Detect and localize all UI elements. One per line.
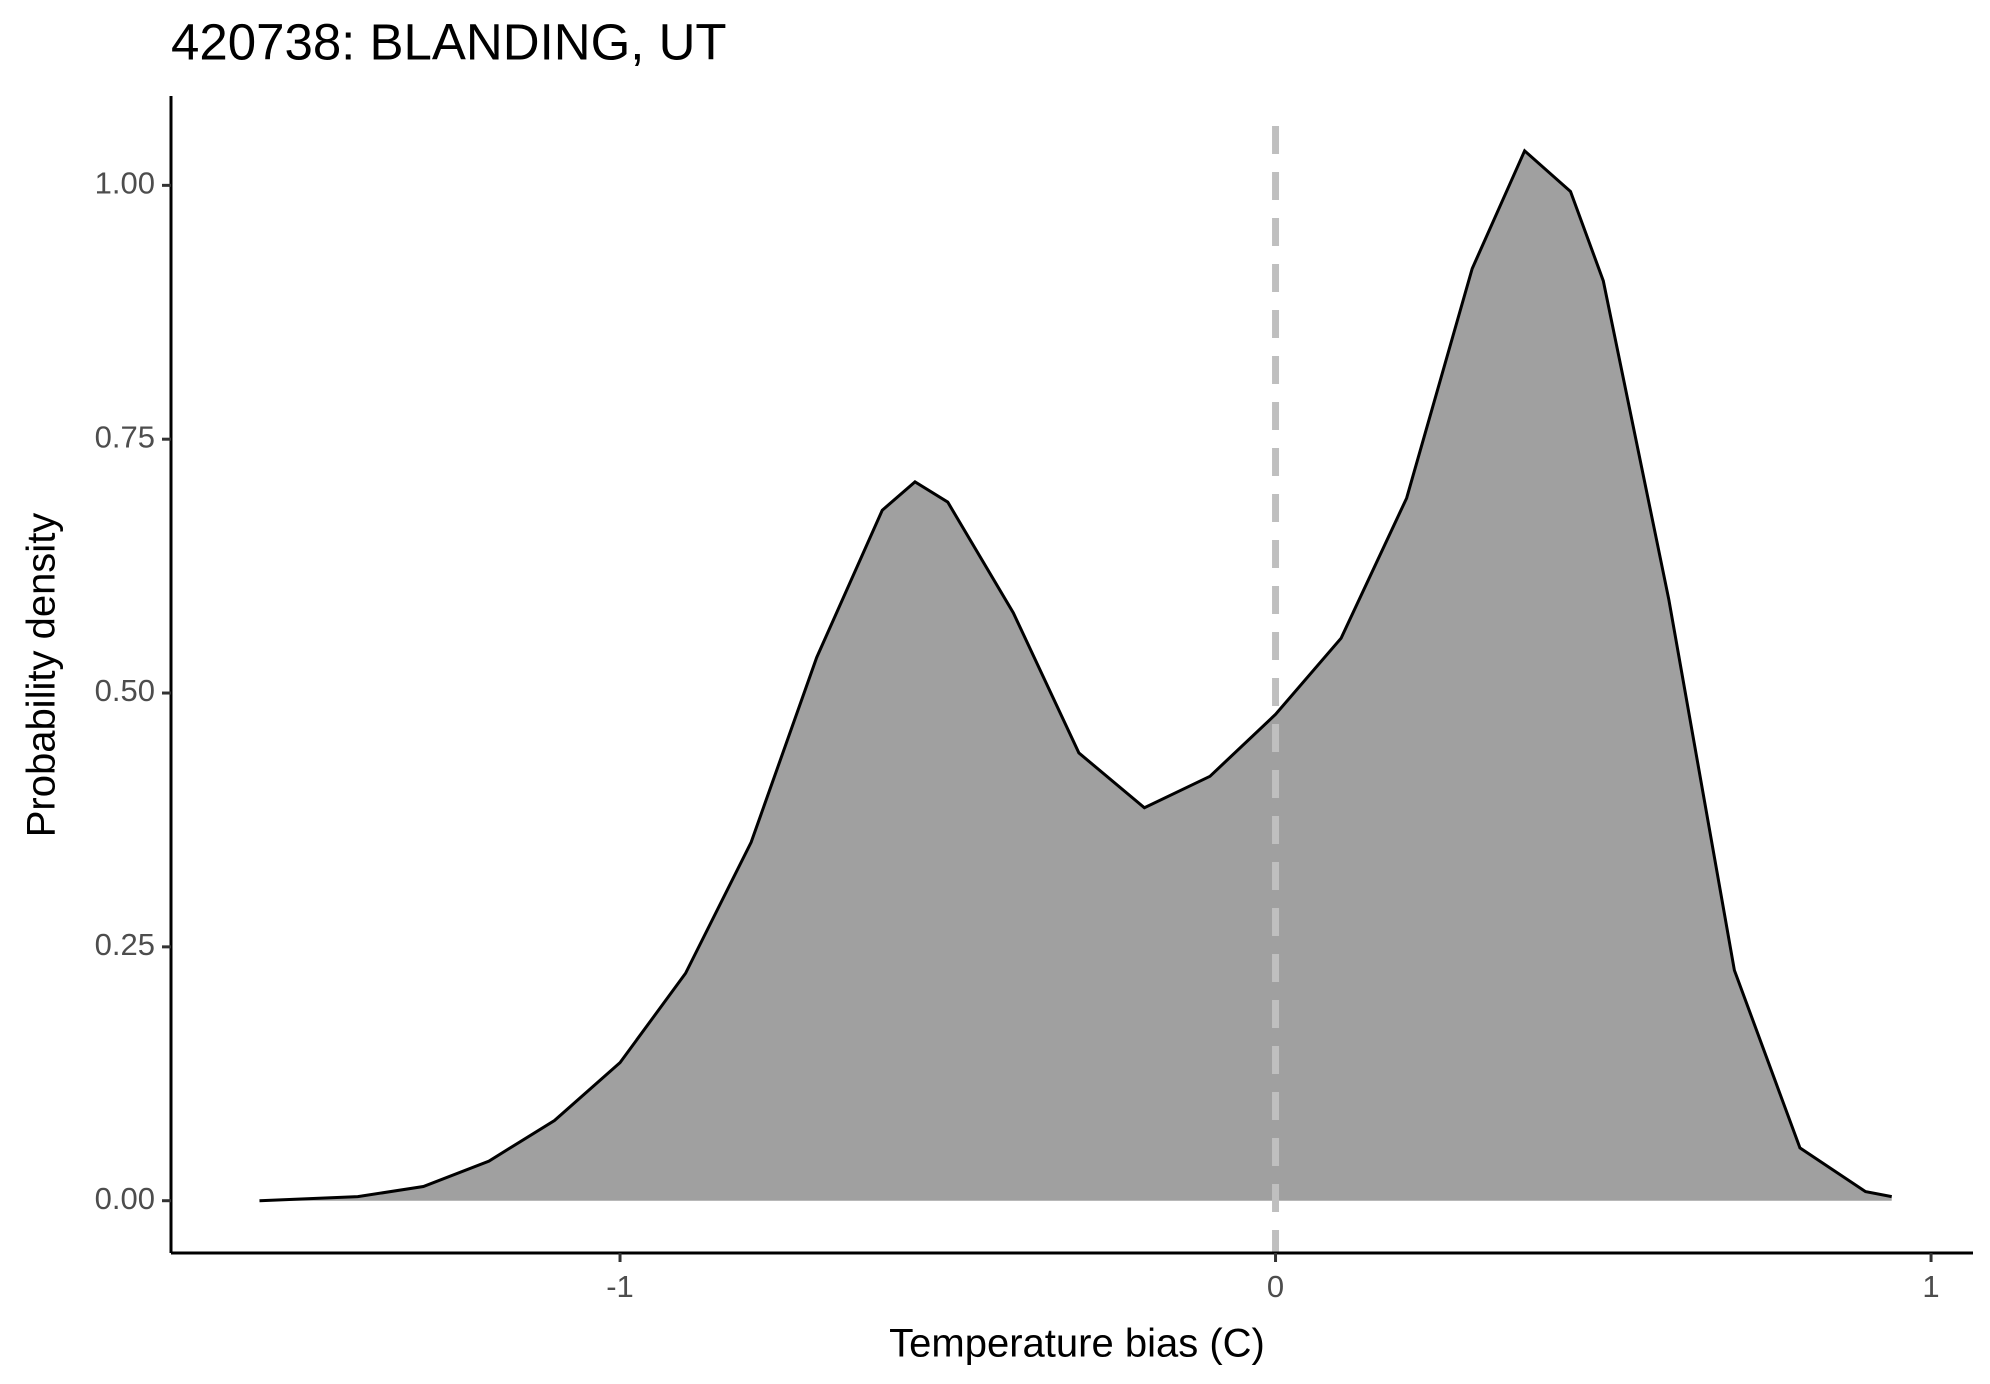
density-area <box>259 150 1892 1201</box>
chart-title: 420738: BLANDING, UT <box>171 13 727 70</box>
y-tick-label: 1.00 <box>95 166 155 201</box>
x-tick-label: 0 <box>1267 1269 1284 1304</box>
y-axis-title: Probability density <box>20 513 64 838</box>
x-tick-label: -1 <box>606 1269 634 1304</box>
y-tick-label: 0.00 <box>95 1181 155 1216</box>
x-tick-label: 1 <box>1922 1269 1939 1304</box>
y-tick-label: 0.50 <box>95 673 155 708</box>
y-tick-label: 0.25 <box>95 927 155 962</box>
y-tick-label: 0.75 <box>95 419 155 454</box>
x-axis-title: Temperature bias (C) <box>889 1322 1265 1366</box>
density-line <box>259 148 1893 1203</box>
